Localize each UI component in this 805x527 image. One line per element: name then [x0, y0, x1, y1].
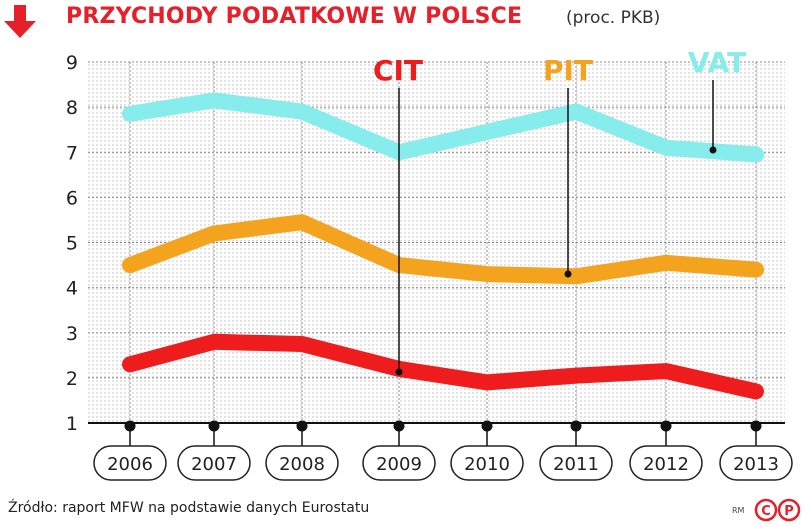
down-arrow-icon	[4, 5, 36, 38]
x-tick-pill	[629, 445, 703, 481]
y-tick-label: 1	[66, 413, 78, 435]
author-credit: RM	[732, 506, 745, 515]
x-tick-pill	[719, 445, 793, 481]
x-tick-label: 2009	[376, 454, 422, 475]
y-tick-label: 5	[66, 233, 78, 255]
y-tick-label: 2	[66, 368, 78, 390]
series-lines	[122, 92, 764, 400]
y-tick-label: 9	[66, 52, 78, 74]
svg-text:C: C	[761, 504, 771, 519]
series-callouts: CIT PIT VAT	[373, 46, 746, 376]
series-label-cit: CIT	[373, 54, 423, 87]
x-tick-label: 2008	[279, 454, 325, 475]
series-line-pit	[122, 214, 764, 285]
y-tick-label: 4	[66, 278, 78, 300]
series-label-pit: PIT	[543, 54, 593, 87]
x-tick-pill	[450, 445, 524, 481]
chart-title: PRZYCHODY PODATKOWE W POLSCE	[66, 4, 523, 29]
x-tick-label: 2010	[464, 454, 510, 475]
x-axis: 2006 2007 2008 2009 2010 2011 2012 2013	[93, 420, 793, 481]
x-tick-label: 2013	[733, 454, 779, 475]
series-label-vat: VAT	[688, 46, 746, 79]
x-tick-label: 2012	[643, 454, 689, 475]
series-line-cit	[122, 333, 764, 400]
y-tick-label: 8	[66, 97, 78, 119]
x-tick-pill	[177, 445, 251, 481]
series-line-vat	[122, 92, 764, 163]
x-tick-label: 2006	[107, 454, 153, 475]
y-axis: 1 2 3 4 5 6 7 8 9	[66, 52, 78, 435]
x-tick-label: 2007	[191, 454, 237, 475]
svg-text:P: P	[784, 504, 794, 519]
x-tick-label: 2011	[553, 454, 599, 475]
y-tick-label: 6	[66, 187, 78, 209]
y-tick-label: 7	[66, 142, 78, 164]
x-tick-pill	[265, 445, 339, 481]
x-tick-pill	[539, 445, 613, 481]
y-tick-label: 3	[66, 323, 78, 345]
chart-subtitle: (proc. PKB)	[566, 8, 661, 28]
grid	[88, 61, 785, 424]
x-tick-pill	[362, 445, 436, 481]
source-note: Źródło: raport MFW na podstawie danych E…	[8, 500, 370, 516]
x-tick-pill	[93, 445, 167, 481]
